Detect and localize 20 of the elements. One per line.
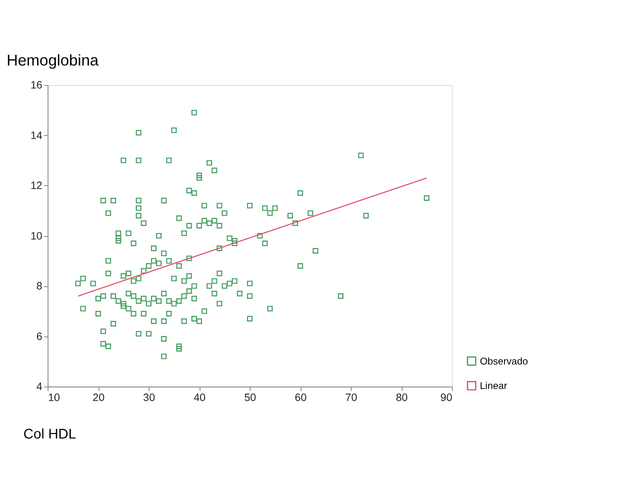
y-tick-label: 16 <box>30 80 42 92</box>
y-tick-label: 6 <box>36 330 42 343</box>
x-tick-label: 60 <box>294 392 307 404</box>
y-tick-label: 12 <box>30 180 42 192</box>
x-axis-title: Col HDL <box>23 426 76 442</box>
x-tick-label: 20 <box>92 392 105 404</box>
chart-title: Hemoglobina <box>6 52 99 70</box>
x-tick-label: 30 <box>143 392 156 404</box>
x-tick-label: 50 <box>244 392 256 404</box>
y-tick-label: 14 <box>30 130 42 142</box>
x-tick-label: 70 <box>345 392 358 404</box>
y-tick-label: 10 <box>30 230 42 242</box>
y-tick-label: 8 <box>36 280 42 293</box>
x-tick-label: 10 <box>48 392 60 404</box>
legend-label: Observado <box>480 356 528 368</box>
x-tick-label: 80 <box>396 392 408 404</box>
x-tick-label: 90 <box>440 392 452 404</box>
y-tick-label: 4 <box>36 381 42 394</box>
x-tick-label: 40 <box>194 392 206 404</box>
legend-label: Linear <box>480 380 508 392</box>
